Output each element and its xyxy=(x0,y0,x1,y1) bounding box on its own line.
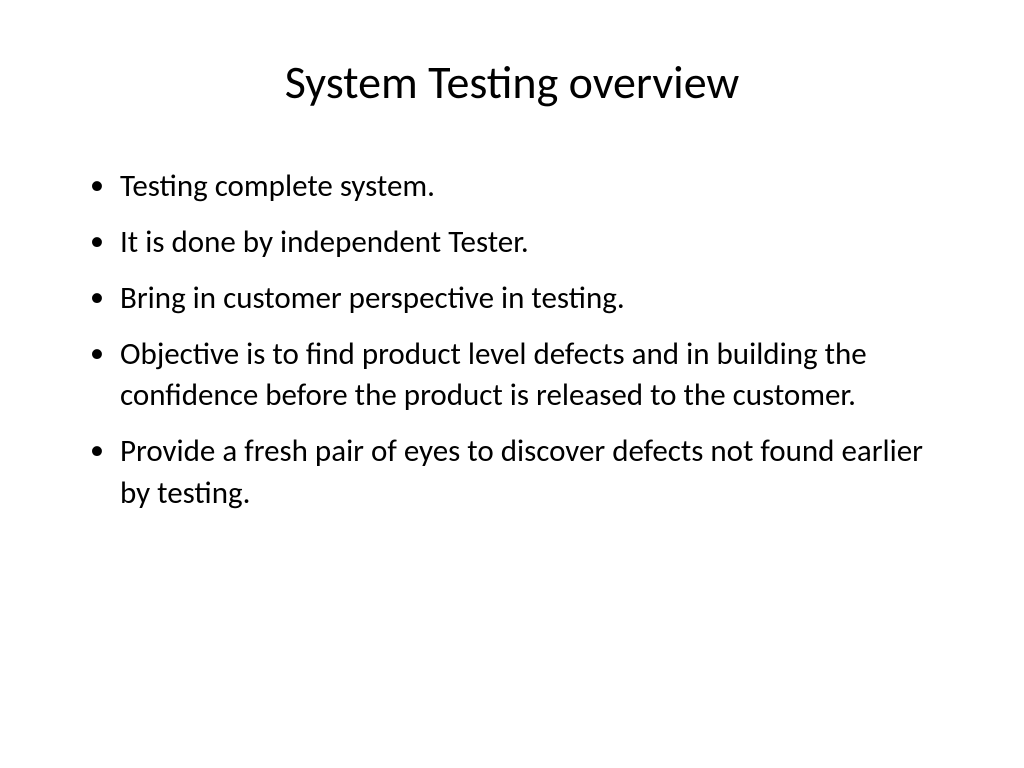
bullet-item: Bring in customer perspective in testing… xyxy=(90,278,949,320)
slide-container: System Testing overview Testing complete… xyxy=(0,0,1024,768)
bullet-item: Provide a fresh pair of eyes to discover… xyxy=(90,431,949,515)
bullet-item: Testing complete system. xyxy=(90,166,949,208)
slide-title: System Testing overview xyxy=(75,55,949,111)
bullet-list: Testing complete system. It is done by i… xyxy=(75,166,949,515)
bullet-item: It is done by independent Tester. xyxy=(90,222,949,264)
bullet-item: Objective is to find product level defec… xyxy=(90,334,949,418)
